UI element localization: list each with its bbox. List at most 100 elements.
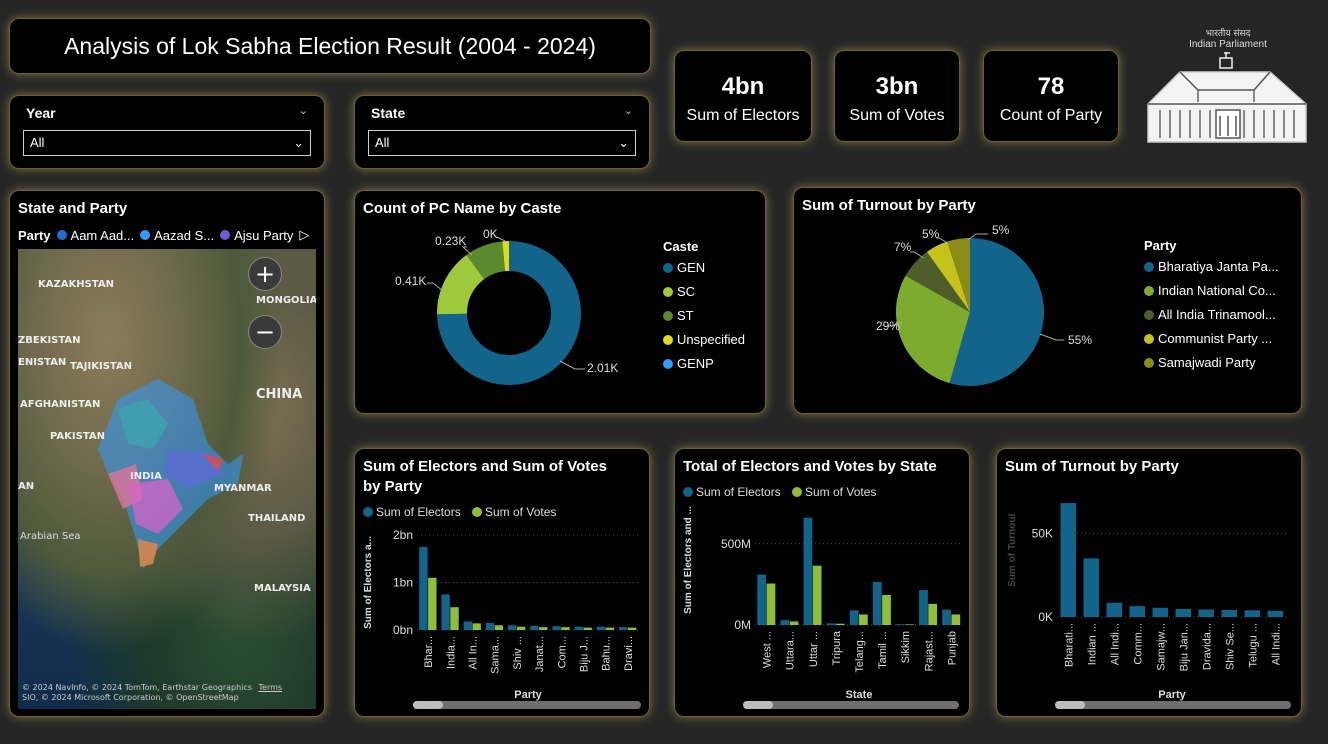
- bar[interactable]: [596, 626, 606, 630]
- bar[interactable]: [812, 565, 822, 625]
- map-canvas[interactable]: KAZAKHSTAN MONGOLIA ZBEKISTAN TAJIKISTAN…: [18, 249, 316, 709]
- bar[interactable]: [472, 623, 481, 630]
- bar[interactable]: [919, 590, 928, 625]
- pie-slice[interactable]: [949, 238, 1044, 386]
- bar[interactable]: [757, 574, 767, 625]
- bar[interactable]: [583, 627, 592, 630]
- bar[interactable]: [508, 625, 517, 630]
- horizontal-scrollbar[interactable]: [413, 701, 641, 709]
- state-slicer-collapse-icon[interactable]: ⌄: [623, 104, 633, 117]
- bar[interactable]: [895, 624, 905, 625]
- bar[interactable]: [419, 546, 428, 630]
- bar[interactable]: [552, 626, 561, 630]
- legend-item[interactable]: ST: [663, 308, 745, 323]
- bar[interactable]: [803, 517, 813, 625]
- pie-slice[interactable]: [466, 241, 506, 280]
- turnout-bar-chart[interactable]: 0K 50K Bharati... Indian ... All Indi... Comm…: [997, 449, 1301, 716]
- bar[interactable]: [530, 625, 539, 630]
- bar[interactable]: [1152, 607, 1169, 617]
- bar[interactable]: [1267, 610, 1284, 617]
- bar[interactable]: [905, 624, 914, 625]
- bar[interactable]: [1198, 609, 1215, 617]
- legend-item[interactable]: Aazad S...: [154, 227, 215, 243]
- pie-slice[interactable]: [502, 241, 509, 272]
- bar[interactable]: [766, 583, 776, 625]
- legend-label: ST: [677, 308, 694, 323]
- map-terms-link[interactable]: Terms: [258, 683, 283, 692]
- chevron-down-icon[interactable]: ⌄: [293, 135, 304, 150]
- zoom-out-button[interactable]: −: [248, 315, 282, 349]
- bar[interactable]: [789, 621, 799, 625]
- bar[interactable]: [450, 607, 459, 630]
- bar[interactable]: [539, 627, 548, 630]
- year-slicer-label: Year: [26, 105, 56, 121]
- bar[interactable]: [627, 627, 637, 630]
- pie-slice[interactable]: [905, 251, 970, 312]
- bar[interactable]: [1106, 602, 1123, 617]
- legend-item[interactable]: Sum of Votes: [805, 485, 876, 499]
- x-tick-label: Sikkim: [900, 631, 912, 663]
- bar[interactable]: [516, 626, 526, 630]
- bar[interactable]: [494, 625, 504, 630]
- horizontal-scrollbar[interactable]: [1055, 701, 1291, 709]
- bar[interactable]: [619, 627, 628, 630]
- bar[interactable]: [859, 614, 868, 625]
- zoom-in-button[interactable]: +: [248, 257, 282, 291]
- bar[interactable]: [951, 614, 961, 625]
- state-dropdown[interactable]: All ⌄: [368, 130, 636, 156]
- bar[interactable]: [574, 626, 583, 630]
- legend-item[interactable]: Samajwadi Party: [1144, 355, 1279, 370]
- legend-item[interactable]: Unspecified: [663, 332, 745, 347]
- scrollbar-thumb[interactable]: [743, 701, 773, 709]
- bar[interactable]: [1083, 558, 1100, 617]
- turnout-pie-chart[interactable]: 55% 29% 7% 5% 5%: [794, 188, 1134, 413]
- bar[interactable]: [928, 603, 938, 625]
- bar[interactable]: [835, 623, 845, 625]
- legend-item[interactable]: GENP: [663, 356, 745, 371]
- bar[interactable]: [1244, 610, 1261, 617]
- bar[interactable]: [561, 627, 570, 630]
- scrollbar-thumb[interactable]: [413, 701, 443, 709]
- pie-slice[interactable]: [896, 275, 970, 384]
- pie-slice[interactable]: [437, 254, 485, 315]
- bar[interactable]: [428, 577, 437, 630]
- legend-item[interactable]: All India Trinamool...: [1144, 307, 1279, 322]
- x-tick-label: Shiv ...: [512, 636, 524, 670]
- bar[interactable]: [942, 609, 951, 625]
- bar[interactable]: [882, 594, 891, 625]
- year-slicer-collapse-icon[interactable]: ⌄: [298, 104, 308, 117]
- scrollbar-thumb[interactable]: [1055, 701, 1085, 709]
- horizontal-scrollbar[interactable]: [743, 701, 959, 709]
- legend-item[interactable]: Ajsu Party: [234, 227, 294, 243]
- pie-slice[interactable]: [947, 238, 970, 312]
- legend-item[interactable]: Indian National Co...: [1144, 283, 1279, 298]
- bar[interactable]: [849, 610, 859, 625]
- bar[interactable]: [463, 621, 472, 630]
- bar[interactable]: [826, 623, 836, 625]
- pie-slice[interactable]: [437, 241, 581, 385]
- bar[interactable]: [1175, 608, 1192, 617]
- caste-donut-chart[interactable]: 2.01K 0.41K 0.23K 0K: [355, 191, 765, 413]
- legend-item[interactable]: SC: [663, 284, 745, 299]
- legend-item[interactable]: Communist Party ...: [1144, 331, 1279, 346]
- electors-votes-party-chart[interactable]: Sum of Electors Sum of Votes 0bn 1bn 2bn Bhar…: [355, 449, 649, 716]
- year-dropdown[interactable]: All ⌄: [23, 130, 311, 156]
- bar[interactable]: [1060, 503, 1077, 617]
- chevron-down-icon[interactable]: ⌄: [618, 135, 629, 150]
- legend-item[interactable]: Sum of Votes: [485, 505, 556, 519]
- bar[interactable]: [872, 581, 882, 625]
- legend-item[interactable]: Bharatiya Janta Pa...: [1144, 259, 1279, 274]
- bar[interactable]: [485, 622, 495, 630]
- bar[interactable]: [605, 627, 615, 630]
- bar[interactable]: [1129, 606, 1146, 617]
- electors-votes-state-chart[interactable]: Sum of Electors Sum of Votes 0M 500M West ..…: [675, 449, 969, 716]
- legend-item[interactable]: Aam Aad...: [70, 227, 135, 243]
- bar[interactable]: [1221, 609, 1238, 617]
- bar[interactable]: [780, 620, 790, 625]
- legend-item[interactable]: Sum of Electors: [376, 505, 461, 519]
- pie-slice[interactable]: [926, 241, 970, 312]
- legend-item[interactable]: Sum of Electors: [696, 485, 781, 499]
- legend-next-icon[interactable]: ▷: [299, 227, 310, 242]
- bar[interactable]: [441, 594, 450, 630]
- legend-item[interactable]: GEN: [663, 260, 745, 275]
